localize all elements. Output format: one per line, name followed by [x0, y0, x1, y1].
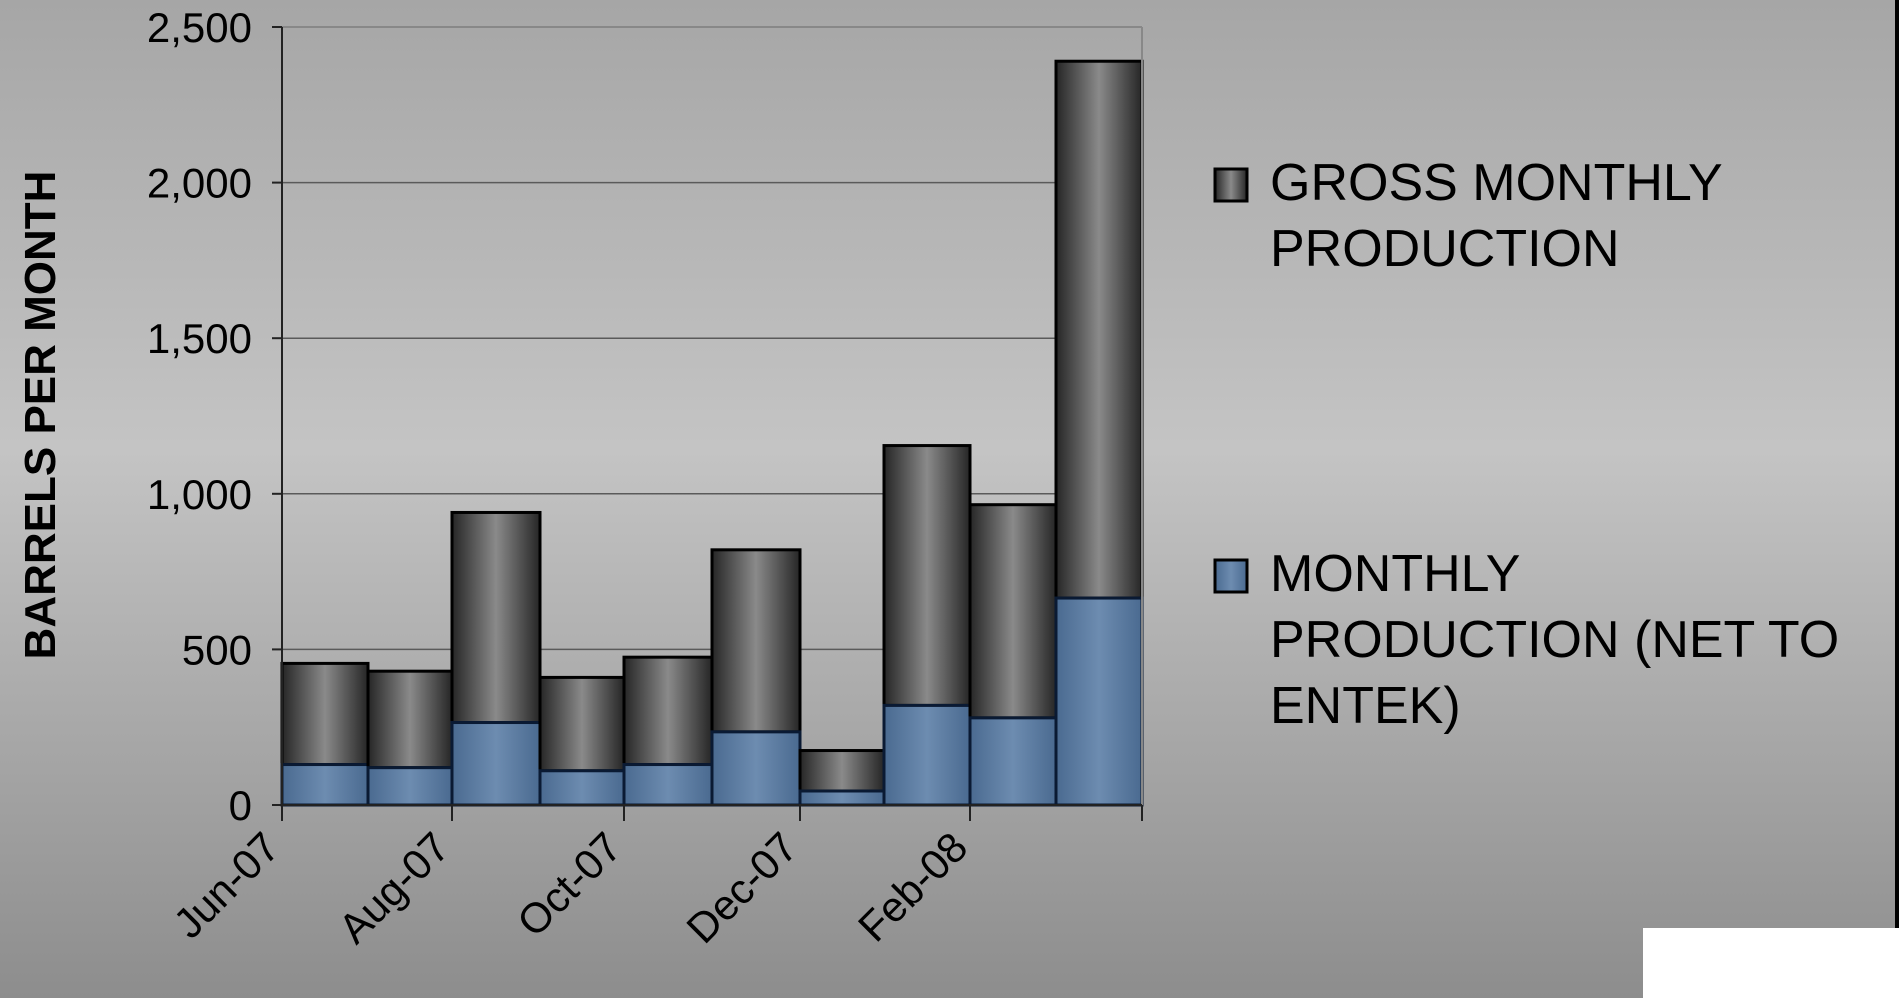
bar-gross-Oct-07 [624, 657, 712, 764]
y-tick-label: 2,500 [147, 4, 252, 51]
bar-net-Oct-07 [624, 765, 712, 805]
legend-label: PRODUCTION (NET TO [1270, 611, 1839, 669]
bar-gross-Jan-08 [884, 446, 970, 706]
legend-label: ENTEK) [1270, 677, 1461, 735]
y-tick-label: 500 [182, 626, 252, 673]
bar-gross-Jul-07 [368, 671, 452, 767]
bar-gross-Sep-07 [540, 677, 624, 770]
corner-white-patch [1643, 928, 1899, 998]
bar-gross-Nov-07 [712, 550, 800, 732]
bar-net-Feb-08 [970, 718, 1056, 805]
y-tick-label: 2,000 [147, 160, 252, 207]
bar-gross-Dec-07 [800, 751, 884, 791]
legend-label: GROSS MONTHLY [1270, 154, 1723, 212]
bar-net-Mar-08 [1056, 598, 1142, 805]
bar-net-Jul-07 [368, 768, 452, 805]
bar-net-Nov-07 [712, 732, 800, 805]
bar-net-Sep-07 [540, 771, 624, 805]
y-tick-label: 1,000 [147, 471, 252, 518]
bar-net-Jun-07 [282, 765, 368, 805]
legend-swatch [1215, 560, 1247, 592]
y-tick-label: 1,500 [147, 315, 252, 362]
legend-label: MONTHLY [1270, 545, 1520, 603]
bar-net-Aug-07 [452, 723, 540, 805]
legend-swatch [1215, 169, 1247, 201]
bar-net-Dec-07 [800, 791, 884, 805]
y-tick-label: 0 [229, 782, 252, 829]
y-axis-label: BARRELS PER MONTH [16, 171, 65, 660]
bar-gross-Mar-08 [1056, 61, 1142, 598]
bar-net-Jan-08 [884, 705, 970, 805]
bar-gross-Jun-07 [282, 663, 368, 764]
bar-gross-Feb-08 [970, 505, 1056, 718]
legend-label: PRODUCTION [1270, 220, 1620, 278]
bar-gross-Aug-07 [452, 512, 540, 722]
